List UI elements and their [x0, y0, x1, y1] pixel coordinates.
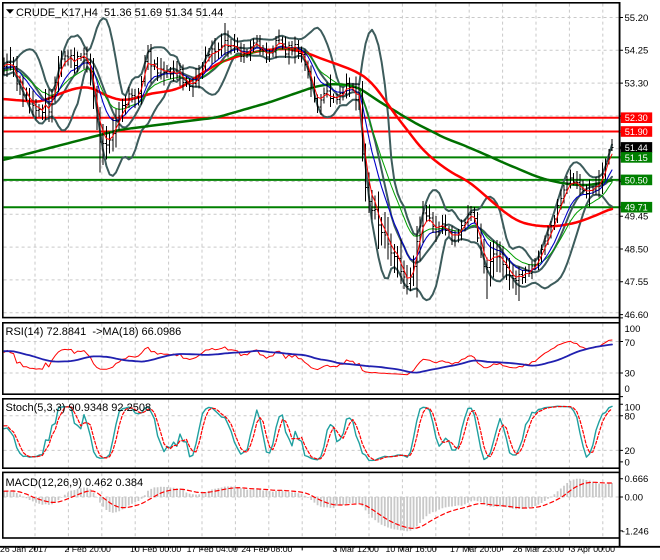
svg-text:100: 100	[625, 403, 641, 414]
svg-text:17 Mar 20:00: 17 Mar 20:00	[450, 544, 501, 554]
svg-text:50.50: 50.50	[625, 175, 648, 185]
svg-text:26 Jan 2017: 26 Jan 2017	[0, 544, 48, 554]
svg-text:48.50: 48.50	[625, 244, 649, 255]
svg-text:20: 20	[625, 446, 636, 457]
svg-text:30: 30	[625, 369, 636, 380]
svg-text:3 Apr 00:00: 3 Apr 00:00	[571, 544, 616, 554]
svg-text:51.90: 51.90	[625, 127, 648, 137]
svg-text:55.20: 55.20	[625, 13, 649, 24]
svg-text:100: 100	[625, 324, 641, 335]
svg-text:10 Feb 00:00: 10 Feb 00:00	[130, 544, 181, 554]
svg-text:3 Mar 12:00: 3 Mar 12:00	[333, 544, 380, 554]
svg-text:24 Feb 08:00: 24 Feb 08:00	[241, 544, 292, 554]
svg-text:53.30: 53.30	[625, 79, 649, 90]
svg-text:-1.246: -1.246	[622, 526, 649, 537]
svg-text:17 Feb 04:00: 17 Feb 04:00	[187, 544, 238, 554]
svg-text:0: 0	[625, 457, 630, 468]
svg-text:46.60: 46.60	[625, 310, 649, 321]
svg-text:51.44: 51.44	[625, 143, 648, 153]
svg-text:0: 0	[625, 384, 630, 395]
svg-text:10 Mar 16:00: 10 Mar 16:00	[386, 544, 437, 554]
svg-text:MACD(12,26,9) 0.462 0.384: MACD(12,26,9) 0.462 0.384	[6, 477, 144, 489]
svg-text:47.55: 47.55	[625, 277, 649, 288]
svg-text:80: 80	[625, 411, 636, 422]
svg-text:70: 70	[625, 338, 636, 349]
svg-text:0.00: 0.00	[625, 492, 644, 503]
svg-text:54.25: 54.25	[625, 46, 649, 57]
svg-text:51.15: 51.15	[625, 153, 648, 163]
svg-text:52.30: 52.30	[625, 113, 648, 123]
svg-text:26 Mar 23:00: 26 Mar 23:00	[513, 544, 564, 554]
svg-text:0.666: 0.666	[625, 474, 649, 485]
svg-text:2 Feb 20:00: 2 Feb 20:00	[65, 544, 112, 554]
svg-text:Stoch(5,3,3) 90.9348 92.2508: Stoch(5,3,3) 90.9348 92.2508	[6, 402, 152, 414]
svg-text:49.45: 49.45	[625, 212, 649, 223]
svg-text:RSI(14) 72.8841 ->MA(18) 66.0: RSI(14) 72.8841 ->MA(18) 66.0986	[6, 326, 182, 338]
svg-text:49.71: 49.71	[625, 203, 648, 213]
svg-text:CRUDE_K17,H4 51.36 51.69 51.3: CRUDE_K17,H4 51.36 51.69 51.34 51.44	[16, 7, 223, 19]
